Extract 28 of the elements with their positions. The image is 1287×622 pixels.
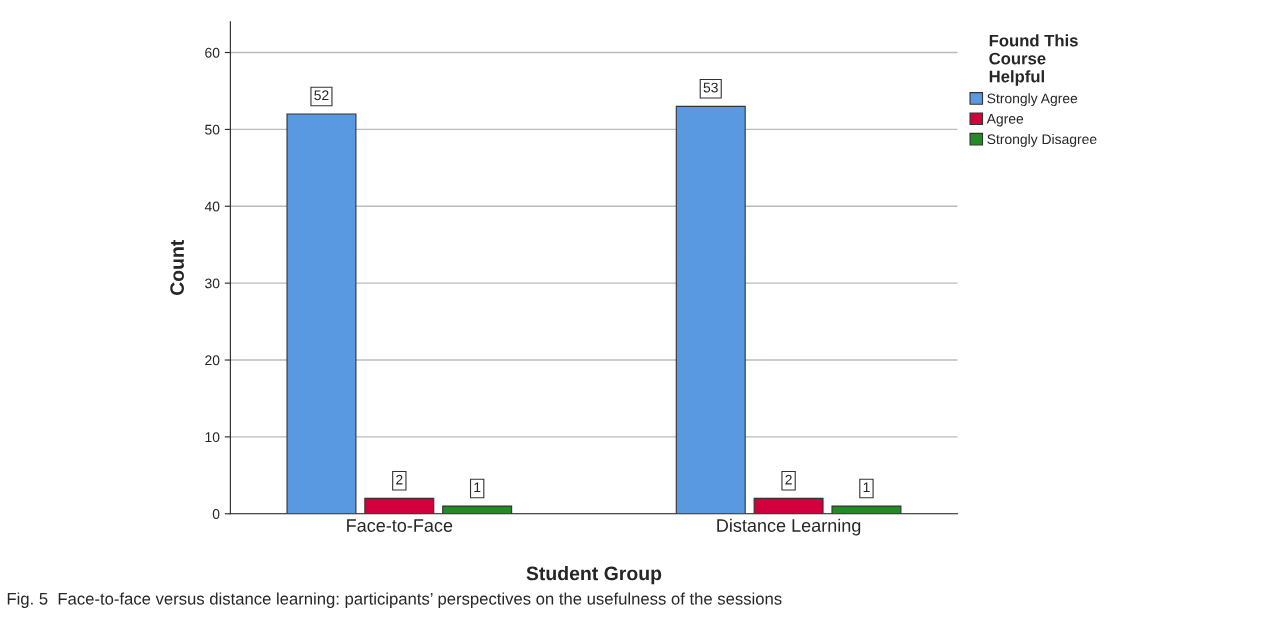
y-tick-label: 40: [204, 201, 220, 212]
legend-label: Strongly Disagree: [987, 133, 1097, 147]
legend-label: Strongly Agree: [987, 93, 1078, 107]
x-tick-label: Face-to-Face: [347, 519, 453, 532]
bar: [753, 497, 824, 514]
data-label: 2: [785, 474, 792, 485]
data-label: 2: [396, 474, 403, 485]
bar: [831, 505, 902, 514]
y-tick-label: 20: [205, 355, 220, 366]
bar: [286, 113, 357, 514]
legend-label: Agree: [986, 114, 1024, 127]
legend-title: Found This Course Helpful: [989, 34, 1078, 86]
y-tick-label: 60: [205, 47, 220, 58]
data-label: 1: [863, 482, 870, 493]
caption: Fig. 5 Face-to-face versus distance learning: participants’ perspectives on the usefulness of the sessions: [7, 592, 782, 608]
y-tick-label: 30: [205, 278, 220, 289]
bar: [364, 497, 435, 514]
bar: [675, 105, 746, 514]
data-label: 52: [314, 90, 329, 101]
y-tick-label: 50: [205, 124, 220, 135]
data-label: 53: [703, 82, 718, 93]
x-axis-title: Student Group: [526, 566, 662, 585]
data-label: 1: [474, 482, 481, 493]
x-tick-label: Distance Learning: [717, 518, 861, 536]
y-tick-label: 10: [205, 432, 220, 443]
bar: [442, 505, 513, 514]
y-tick-label: 0: [212, 509, 220, 519]
y-axis-title: Count: [170, 239, 184, 296]
